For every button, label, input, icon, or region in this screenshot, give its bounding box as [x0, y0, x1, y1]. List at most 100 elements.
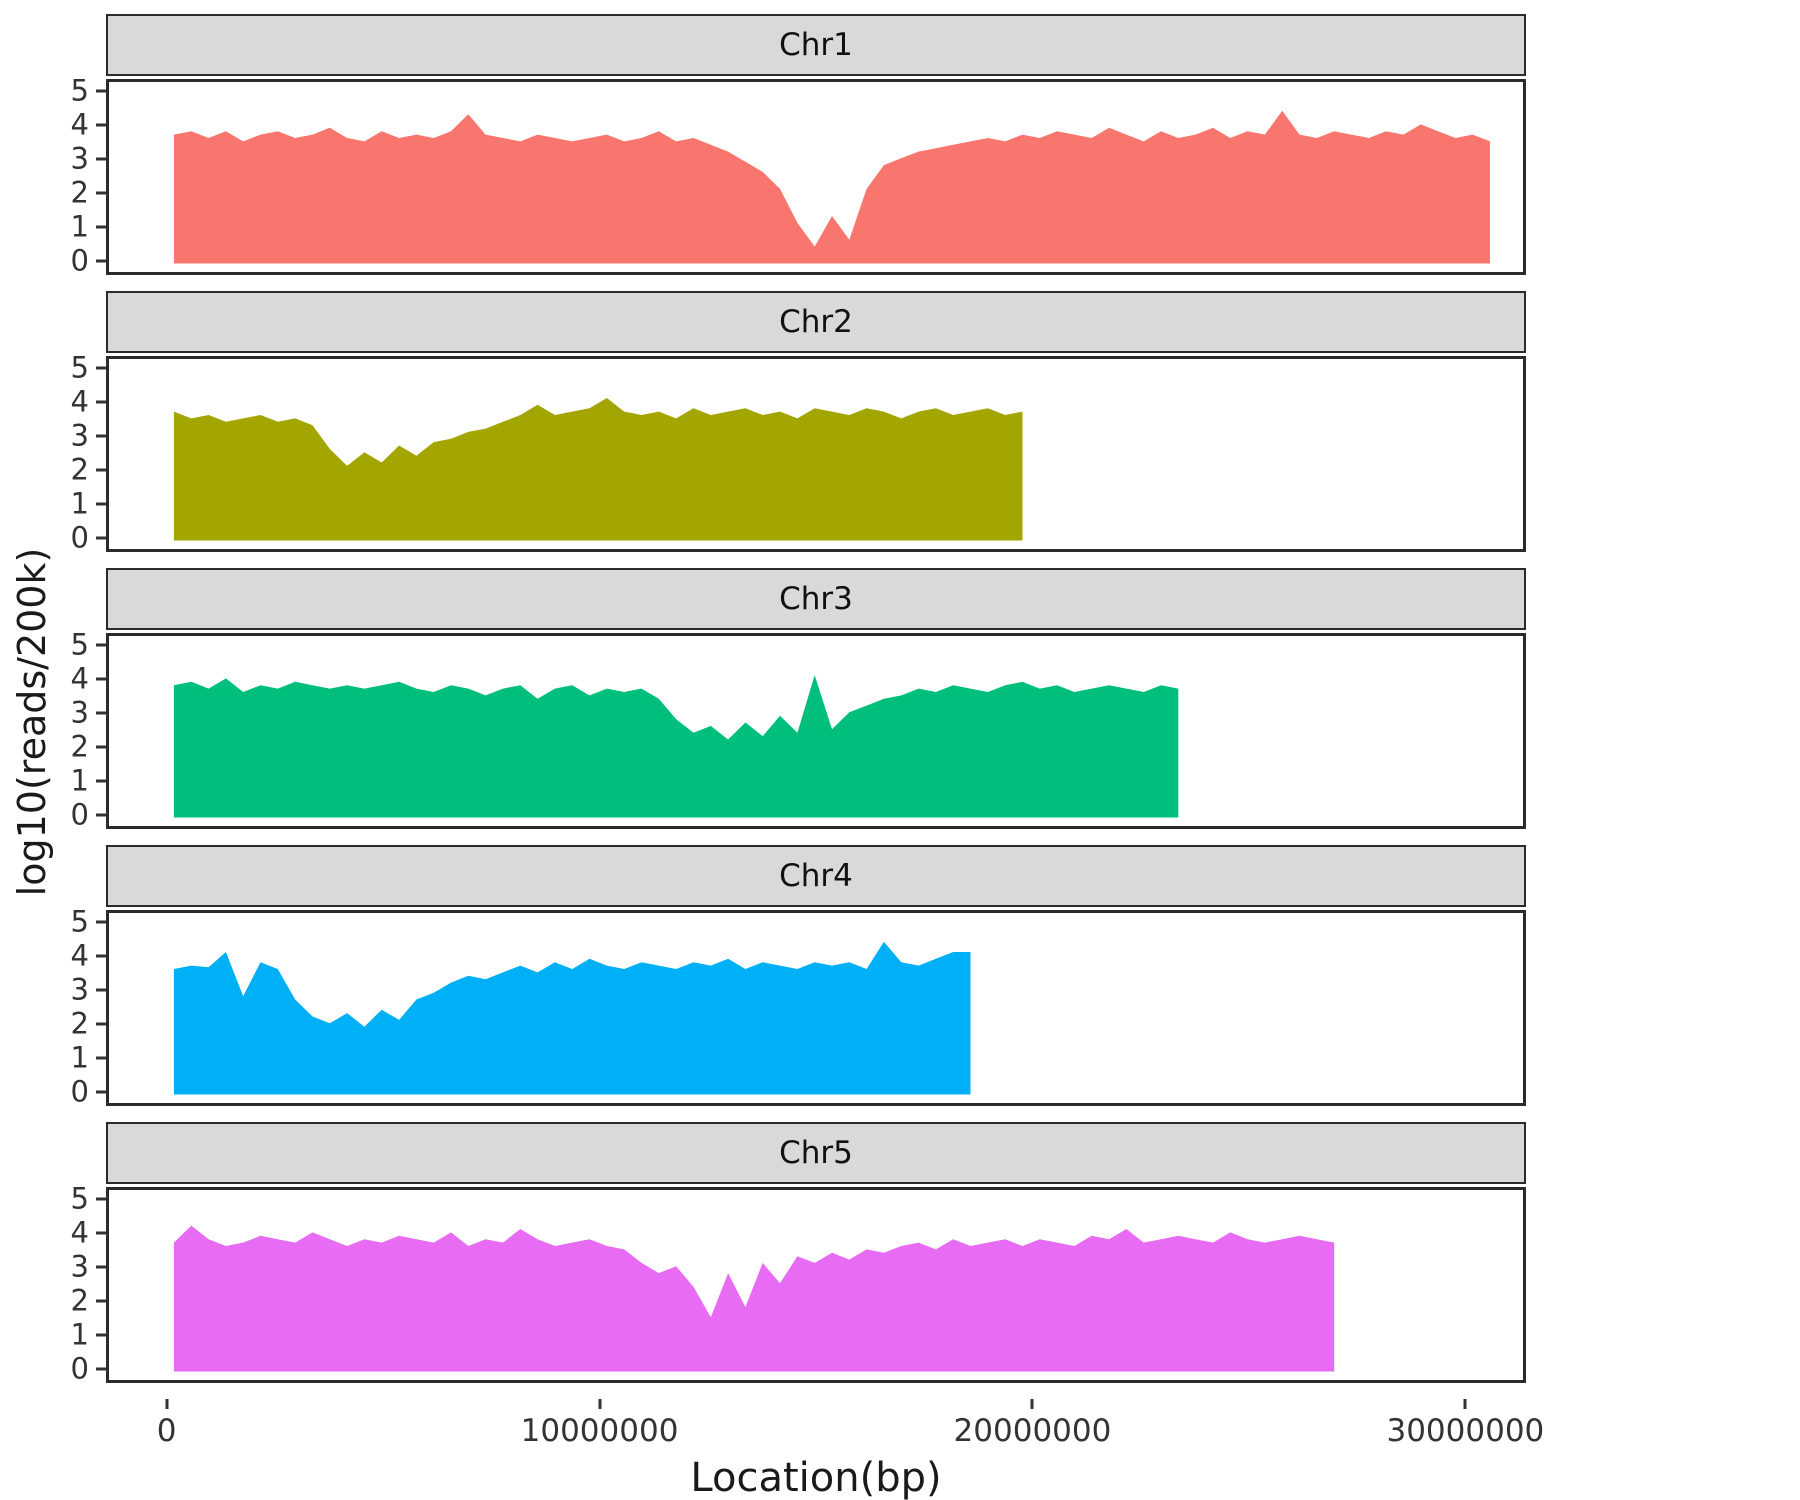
y-tick-mark	[96, 259, 106, 263]
x-axis-title: Location(bp)	[690, 1455, 942, 1500]
x-tick-label: 20000000	[953, 1413, 1112, 1449]
y-tick-mark	[96, 779, 106, 783]
facet-title: Chr4	[779, 858, 853, 894]
x-axis: 0 10000000 20000000 30000000	[0, 1399, 1800, 1451]
y-tick-mark	[96, 643, 106, 647]
y-tick-label: 5	[70, 1181, 89, 1216]
area-series-chr1	[173, 110, 1490, 264]
y-tick-mark	[96, 1056, 106, 1060]
facet-title: Chr2	[779, 304, 853, 340]
facet-strip: Chr4	[106, 845, 1526, 907]
y-tick-mark	[96, 677, 106, 681]
x-axis-ticks: 0 10000000 20000000 30000000	[106, 1399, 1544, 1451]
chart-panel	[106, 1187, 1526, 1383]
y-tick-label: 1	[70, 1317, 89, 1352]
y-tick-mark	[96, 502, 106, 506]
y-tick-mark	[96, 920, 106, 924]
area-series-chr2	[173, 398, 1023, 541]
facet-title: Chr1	[779, 27, 853, 63]
x-tick-mark	[165, 1399, 169, 1409]
y-tick-label: 4	[70, 938, 89, 973]
y-tick-mark	[96, 1231, 106, 1235]
y-tick-label: 1	[70, 763, 89, 798]
y-tick-label: 1	[70, 486, 89, 521]
y-tick-mark	[96, 954, 106, 958]
y-tick-label: 4	[70, 661, 89, 696]
x-tick-label: 0	[156, 1413, 177, 1449]
y-tick-mark	[96, 191, 106, 195]
y-tick-mark	[96, 89, 106, 93]
y-tick-label: 1	[70, 1040, 89, 1075]
y-tick-label: 4	[70, 107, 89, 142]
y-tick-label: 0	[70, 520, 89, 555]
y-tick-mark	[96, 813, 106, 817]
x-tick-mark	[1030, 1399, 1034, 1409]
y-tick-label: 0	[70, 243, 89, 278]
facet-strip: Chr3	[106, 568, 1526, 630]
y-tick-label: 3	[70, 1249, 89, 1284]
area-series-chr3	[173, 675, 1179, 818]
y-tick-label: 5	[70, 904, 89, 939]
y-tick-mark	[96, 536, 106, 540]
y-tick-label: 2	[70, 452, 89, 487]
y-tick-mark	[96, 988, 106, 992]
area-chart-chr2	[173, 398, 1023, 541]
y-tick-label: 4	[70, 1215, 89, 1250]
y-tick-label: 2	[70, 729, 89, 764]
chart-panel	[106, 910, 1526, 1106]
facet-title: Chr3	[779, 581, 853, 617]
chart-panel	[106, 79, 1526, 275]
y-tick-mark	[96, 434, 106, 438]
y-tick-mark	[96, 366, 106, 370]
y-tick-mark	[96, 1367, 106, 1371]
area-series-chr5	[173, 1225, 1335, 1372]
facet-strip: Chr2	[106, 291, 1526, 353]
chart-panel	[106, 356, 1526, 552]
y-tick-label: 3	[70, 141, 89, 176]
x-tick-mark	[1463, 1399, 1467, 1409]
x-tick-mark	[598, 1399, 602, 1409]
y-tick-mark	[96, 1265, 106, 1269]
y-tick-mark	[96, 711, 106, 715]
x-tick-label: 10000000	[520, 1413, 679, 1449]
y-tick-label: 0	[70, 1074, 89, 1109]
y-tick-label: 2	[70, 175, 89, 210]
area-chart-chr3	[173, 675, 1179, 818]
y-tick-label: 2	[70, 1283, 89, 1318]
y-tick-label: 2	[70, 1006, 89, 1041]
facet-strip: Chr5	[106, 1122, 1526, 1184]
y-tick-label: 3	[70, 695, 89, 730]
y-tick-label: 4	[70, 384, 89, 419]
facet-title: Chr5	[779, 1135, 853, 1171]
y-tick-label: 3	[70, 972, 89, 1007]
facet-strip: Chr1	[106, 14, 1526, 76]
y-tick-mark	[96, 1299, 106, 1303]
y-tick-mark	[96, 157, 106, 161]
y-tick-label: 3	[70, 418, 89, 453]
y-tick-mark	[96, 745, 106, 749]
y-tick-label: 0	[70, 1351, 89, 1386]
y-tick-label: 0	[70, 797, 89, 832]
y-tick-mark	[96, 123, 106, 127]
y-tick-mark	[96, 1090, 106, 1094]
y-tick-mark	[96, 400, 106, 404]
area-chart-chr5	[173, 1225, 1335, 1372]
y-tick-label: 5	[70, 73, 89, 108]
chart-panel	[106, 633, 1526, 829]
y-tick-mark	[96, 225, 106, 229]
y-tick-label: 5	[70, 350, 89, 385]
area-series-chr4	[173, 941, 971, 1095]
area-chart-chr4	[173, 941, 971, 1095]
y-tick-mark	[96, 1022, 106, 1026]
y-tick-label: 1	[70, 209, 89, 244]
